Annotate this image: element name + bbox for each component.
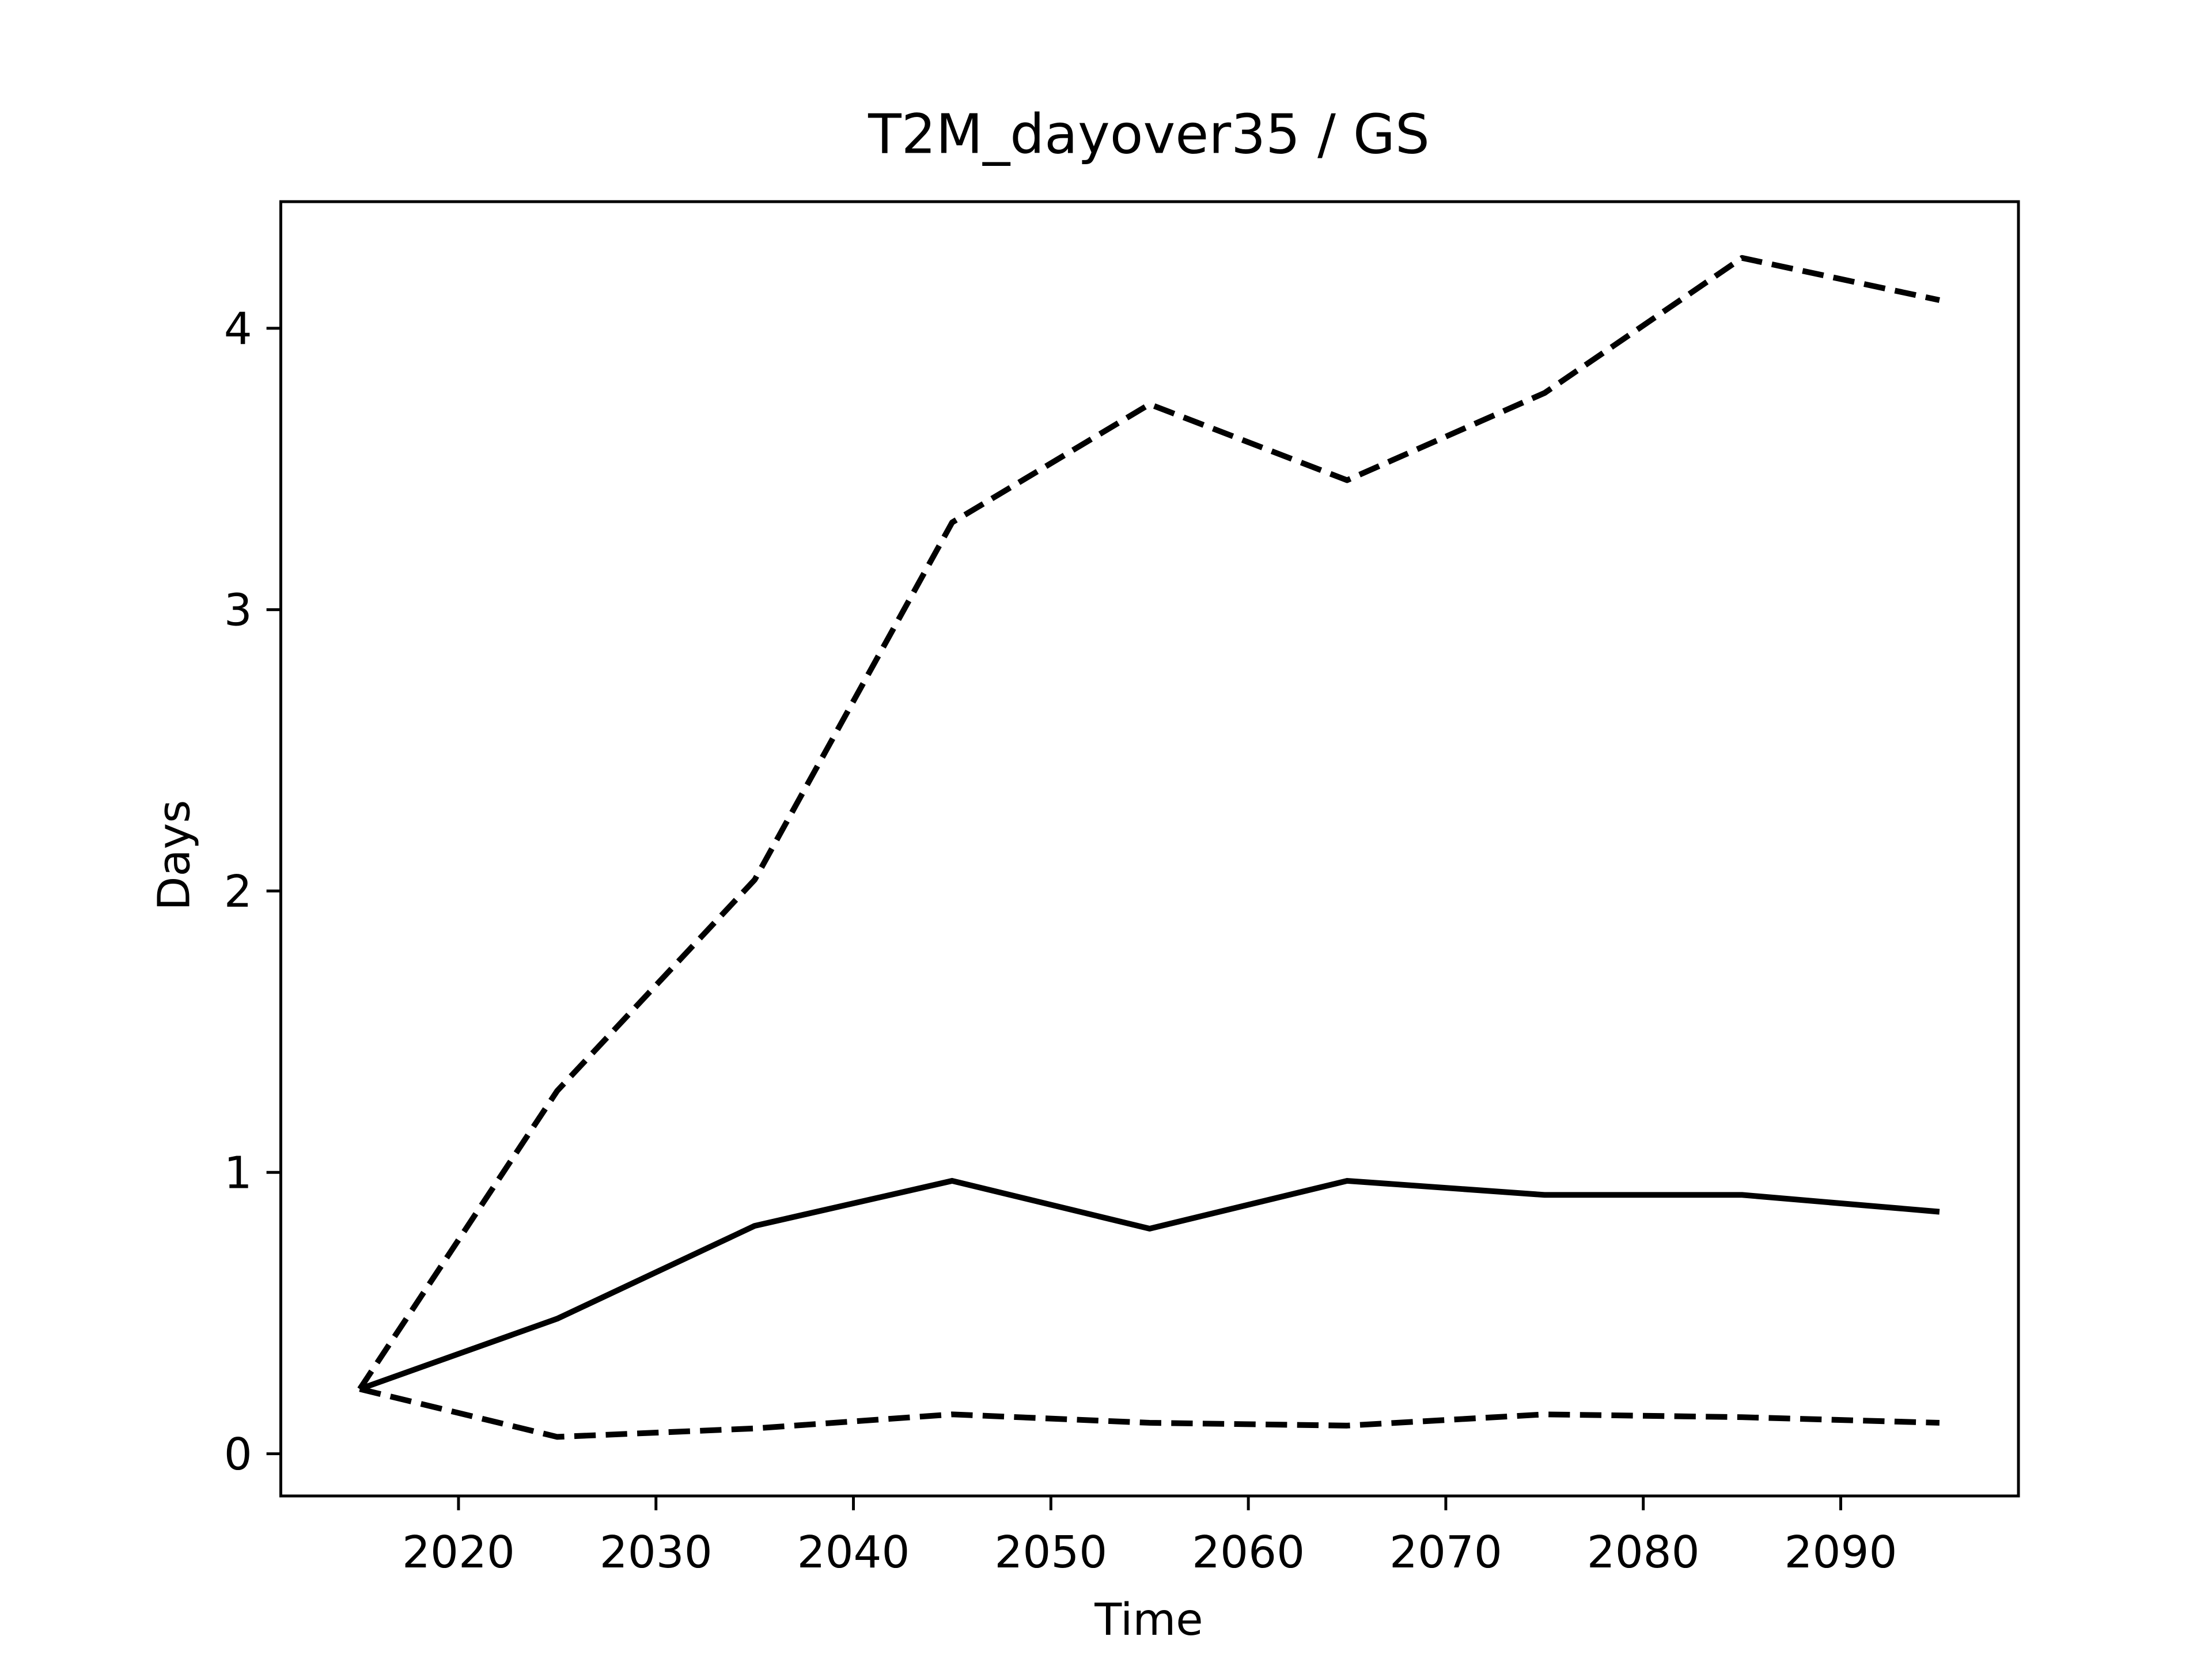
y-axis-label: Days bbox=[149, 800, 200, 911]
x-tick-label: 2060 bbox=[1192, 1527, 1305, 1578]
x-tick-label: 2050 bbox=[994, 1527, 1107, 1578]
series-line bbox=[357, 255, 1940, 1391]
y-tick-label: 1 bbox=[224, 1148, 252, 1199]
plot-frame bbox=[279, 200, 2020, 1498]
y-tick-label: 3 bbox=[224, 585, 252, 637]
y-tick-label: 0 bbox=[224, 1429, 252, 1480]
series-line bbox=[359, 1386, 1940, 1440]
x-axis-label: Time bbox=[1094, 1594, 1203, 1646]
x-tick-label: 2090 bbox=[1785, 1527, 1897, 1578]
x-tick-label: 2020 bbox=[402, 1527, 515, 1578]
chart-title: T2M_dayover35 / GS bbox=[868, 103, 1430, 166]
x-tick-label: 2070 bbox=[1389, 1527, 1502, 1578]
x-tick-label: 2080 bbox=[1587, 1527, 1700, 1578]
y-tick-label: 2 bbox=[224, 866, 252, 918]
y-tick-label: 4 bbox=[224, 304, 252, 355]
x-tick-label: 2030 bbox=[600, 1527, 713, 1578]
x-tick-label: 2040 bbox=[797, 1527, 910, 1578]
series-line bbox=[358, 1177, 1940, 1392]
